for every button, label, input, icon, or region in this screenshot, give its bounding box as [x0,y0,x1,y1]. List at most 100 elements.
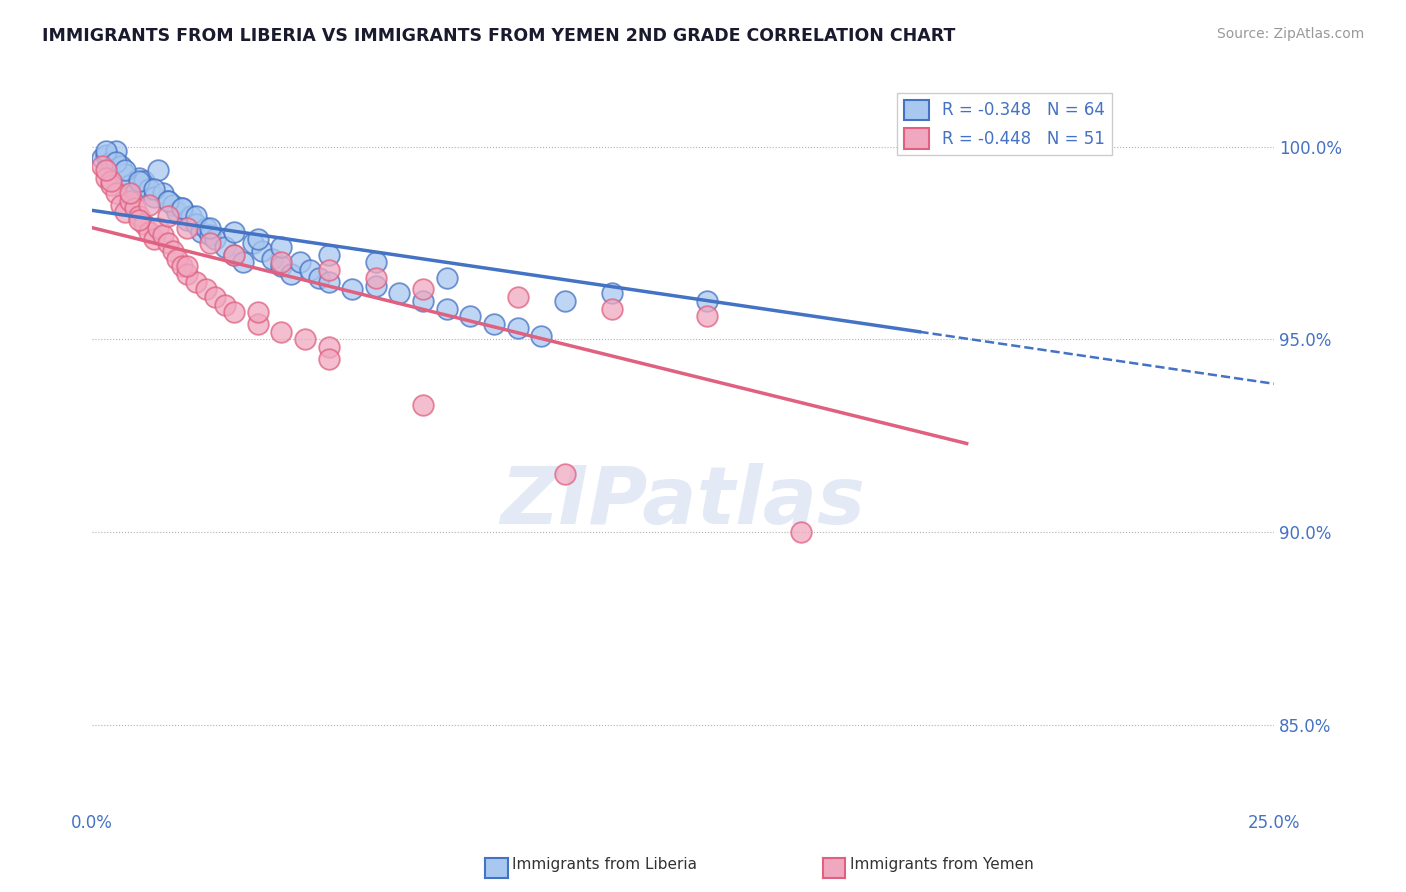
Point [246,305,269,319]
Point [96,162,118,177]
Point [166,252,188,266]
Point [100,174,122,188]
Point [194,220,217,235]
Point [100,178,122,193]
Point [128,213,150,227]
Point [104,155,127,169]
Text: IMMIGRANTS FROM LIBERIA VS IMMIGRANTS FROM YEMEN 2ND GRADE CORRELATION CHART: IMMIGRANTS FROM LIBERIA VS IMMIGRANTS FR… [42,27,956,45]
Point [114,167,136,181]
Legend: R = -0.348   N = 64, R = -0.448   N = 51: R = -0.348 N = 64, R = -0.448 N = 51 [897,93,1112,155]
Point [176,259,198,273]
Point [318,263,340,277]
Point [118,178,141,193]
Point [90,159,112,173]
Point [148,220,170,235]
Point [138,197,160,211]
Point [142,182,165,196]
Point [252,244,274,258]
Point [554,293,576,308]
Point [506,290,529,304]
Point [364,278,387,293]
Point [436,301,458,316]
Point [128,174,150,188]
Point [104,186,127,200]
Point [200,220,222,235]
Point [388,286,411,301]
Point [270,325,292,339]
Point [204,232,226,246]
Point [288,255,311,269]
Point [128,170,150,185]
Point [242,236,264,251]
Point [124,186,146,200]
Point [176,213,198,227]
Point [270,240,292,254]
Point [214,298,236,312]
Point [318,248,340,262]
Point [96,170,118,185]
Point [270,255,292,269]
Point [246,232,269,246]
Point [364,255,387,269]
Point [170,202,193,216]
Point [176,267,198,281]
Point [142,190,165,204]
Point [204,290,226,304]
Point [180,209,202,223]
Point [412,282,434,296]
Point [118,194,141,208]
Point [114,205,136,219]
Point [222,305,245,319]
Point [318,340,340,354]
Point [96,144,118,158]
Point [166,205,188,219]
Point [162,197,184,211]
Point [186,217,208,231]
Point [156,209,179,223]
Point [554,467,576,482]
Point [186,275,208,289]
Point [152,228,174,243]
Text: ZIPatlas: ZIPatlas [501,463,866,541]
Point [186,209,208,223]
Point [170,259,193,273]
Point [506,321,529,335]
Point [270,259,292,273]
Point [152,186,174,200]
Point [100,155,122,169]
Point [412,398,434,412]
Point [134,174,156,188]
Point [138,225,160,239]
Text: Source: ZipAtlas.com: Source: ZipAtlas.com [1216,27,1364,41]
Point [124,202,146,216]
Point [530,328,553,343]
Point [246,317,269,331]
Point [194,282,217,296]
Point [222,248,245,262]
Point [222,225,245,239]
Point [90,152,112,166]
Point [600,301,623,316]
Point [200,236,222,251]
Point [260,252,283,266]
Point [214,240,236,254]
Point [162,244,184,258]
Point [128,209,150,223]
Point [118,186,141,200]
Point [298,263,321,277]
Point [280,267,302,281]
Point [222,248,245,262]
Point [600,286,623,301]
Point [294,333,316,347]
Point [790,525,813,540]
Point [696,293,718,308]
Point [148,162,170,177]
Point [318,275,340,289]
Point [308,270,330,285]
Point [170,202,193,216]
Point [176,220,198,235]
Point [190,225,212,239]
Point [696,310,718,324]
Point [340,282,363,296]
Point [104,144,127,158]
